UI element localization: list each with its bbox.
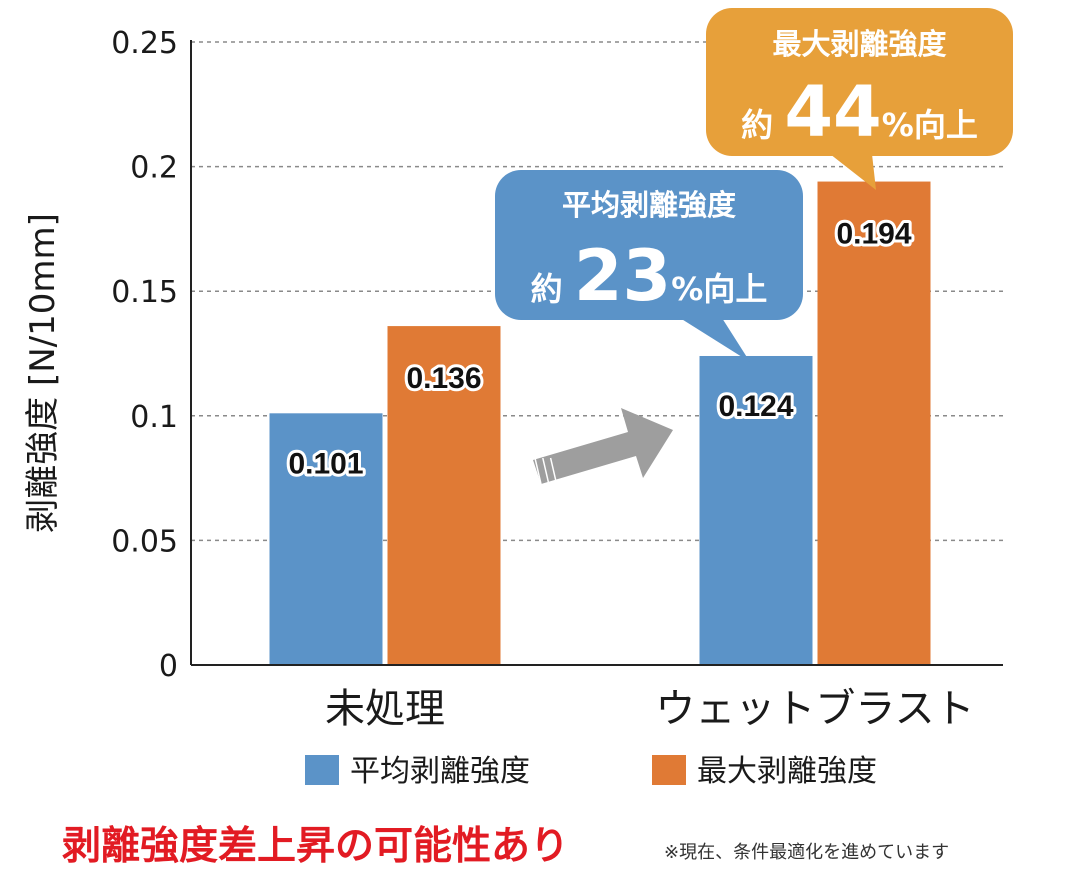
callout-body: 約 23%向上 [531, 235, 768, 317]
bar-layer [269, 181, 931, 665]
increase-arrow [533, 408, 673, 485]
arrow-stripe [549, 457, 558, 485]
bar [699, 355, 813, 665]
data-label: 0.124 [718, 390, 793, 423]
callout-tail [830, 154, 876, 190]
footer-note: ※現在、条件最適化を進めています [664, 842, 950, 863]
callout-prefix: 約 [531, 270, 574, 308]
arrow-stripe [534, 457, 542, 485]
legend-swatch [652, 755, 686, 785]
callout-suffix: %向上 [671, 270, 767, 308]
callout-tail [680, 318, 750, 362]
footer-headline: 剥離強度差上昇の可能性あり [62, 824, 570, 869]
y-tick-label: 0.15 [111, 275, 178, 310]
callout-box [706, 8, 1013, 156]
bar [817, 181, 931, 665]
y-tick-label: 0.1 [130, 400, 178, 435]
callout-suffix: %向上 [882, 106, 978, 144]
legend-item: 平均剥離強度 [305, 754, 530, 789]
legend-label: 最大剥離強度 [697, 754, 877, 789]
callout-box [495, 170, 803, 320]
y-tick-label: 0 [159, 649, 178, 684]
label-layer: 0.101 0.124 0.136 0.194 [285, 215, 914, 484]
y-axis-title: 剥離強度 [N/10mm] [23, 213, 63, 533]
arrow-body [533, 408, 673, 484]
arrow-stripe [542, 457, 550, 485]
arrow-layer [533, 408, 673, 485]
category-label: 未処理 [325, 686, 445, 732]
callout-number: 23 [574, 235, 671, 317]
legend-layer: 平均剥離強度 最大剥離強度 [305, 754, 877, 789]
callout-heading: 最大剥離強度 [772, 27, 946, 61]
legend-item: 最大剥離強度 [652, 754, 877, 789]
y-tick-label: 0.25 [111, 26, 178, 61]
data-label: 0.194 [836, 218, 911, 251]
callout-heading: 平均剥離強度 [562, 188, 736, 222]
callout-number: 44 [784, 71, 881, 153]
callout-body: 約 44%向上 [741, 71, 978, 153]
legend-swatch [305, 755, 339, 785]
category-label: ウェットブラスト [655, 686, 974, 732]
data-label: 0.136 [406, 362, 481, 395]
bar [269, 413, 383, 665]
axis-layer: 0 0.05 0.1 0.15 0.2 0.25 剥離強度 [N/10mm] 未処理 ウェットブ… [23, 26, 1003, 732]
bar [387, 326, 501, 665]
legend-label: 平均剥離強度 [350, 754, 530, 789]
y-tick-label: 0.2 [130, 151, 178, 186]
callout-prefix: 約 [741, 106, 784, 144]
data-label: 0.101 [288, 447, 363, 480]
y-tick-label: 0.05 [111, 524, 178, 559]
